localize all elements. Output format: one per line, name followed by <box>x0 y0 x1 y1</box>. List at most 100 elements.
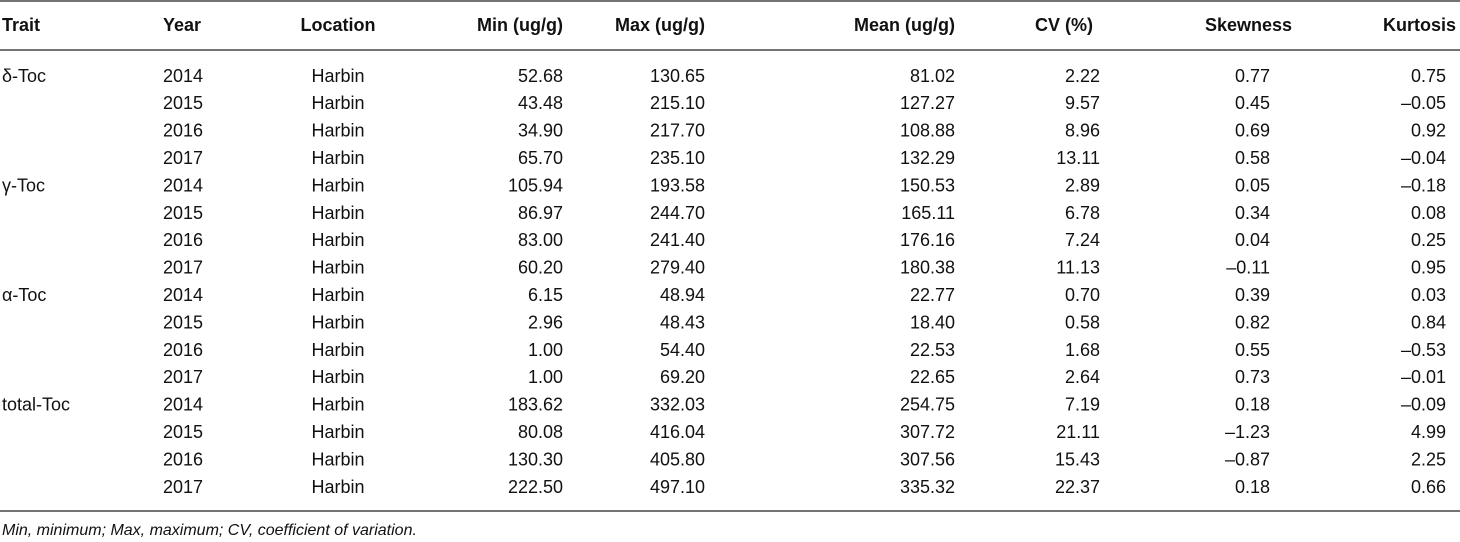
cell: 43.48 <box>518 93 563 113</box>
cell: 335.32 <box>900 477 955 497</box>
header-cell: Min (ug/g) <box>477 15 563 35</box>
cell: 150.53 <box>900 175 955 195</box>
header-cell: Year <box>163 15 201 35</box>
cell: 2017 <box>163 477 203 497</box>
cell: 108.88 <box>900 121 955 141</box>
cell: Harbin <box>311 121 364 141</box>
cell: Harbin <box>311 66 364 86</box>
cell: 60.20 <box>518 258 563 278</box>
cell: 307.72 <box>900 422 955 442</box>
cell: 0.77 <box>1235 66 1270 86</box>
cell: Harbin <box>311 395 364 415</box>
cell: 81.02 <box>910 66 955 86</box>
cell: 0.08 <box>1411 203 1446 223</box>
cell: 22.37 <box>1055 477 1100 497</box>
cell: 83.00 <box>518 230 563 250</box>
cell: 48.43 <box>660 312 705 332</box>
cell: 9.57 <box>1065 93 1100 113</box>
cell: 2015 <box>163 422 203 442</box>
cell: 0.73 <box>1235 367 1270 387</box>
cell: 0.58 <box>1235 148 1270 168</box>
cell: 2016 <box>163 121 203 141</box>
cell: 0.92 <box>1411 121 1446 141</box>
cell: Harbin <box>311 258 364 278</box>
cell: 0.95 <box>1411 258 1446 278</box>
cell: Harbin <box>311 340 364 360</box>
header-cell: CV (%) <box>1035 15 1093 35</box>
cell: 183.62 <box>508 395 563 415</box>
cell: 2.25 <box>1411 449 1446 469</box>
cell: 18.40 <box>910 312 955 332</box>
cell: 241.40 <box>650 230 705 250</box>
cell: 48.94 <box>660 285 705 305</box>
cell: 215.10 <box>650 93 705 113</box>
cell: 0.70 <box>1065 285 1100 305</box>
cell: 254.75 <box>900 395 955 415</box>
cell: 2015 <box>163 93 203 113</box>
cell: 130.65 <box>650 66 705 86</box>
cell: 0.25 <box>1411 230 1446 250</box>
cell: 7.24 <box>1065 230 1100 250</box>
cell: –0.53 <box>1401 340 1446 360</box>
cell: –0.05 <box>1401 93 1446 113</box>
cell: 4.99 <box>1411 422 1446 442</box>
cell: 2015 <box>163 203 203 223</box>
cell: 6.15 <box>528 285 563 305</box>
cell: 13.11 <box>1056 148 1100 168</box>
cell: 0.66 <box>1411 477 1446 497</box>
cell: 193.58 <box>650 175 705 195</box>
cell: Harbin <box>311 93 364 113</box>
cell: 11.13 <box>1056 258 1100 278</box>
header-cell: Kurtosis <box>1383 15 1456 35</box>
cell: 2015 <box>163 312 203 332</box>
cell: 2016 <box>163 449 203 469</box>
cell: –0.01 <box>1401 367 1446 387</box>
cell: 0.69 <box>1235 121 1270 141</box>
cell: 165.11 <box>901 203 955 223</box>
cell: 2.89 <box>1065 175 1100 195</box>
cell: 307.56 <box>900 449 955 469</box>
cell: 0.75 <box>1411 66 1446 86</box>
cell: 2014 <box>163 66 203 86</box>
cell: 1.00 <box>528 340 563 360</box>
cell: Harbin <box>311 230 364 250</box>
cell: Harbin <box>311 422 364 442</box>
cell: 235.10 <box>650 148 705 168</box>
cell: 21.11 <box>1056 422 1100 442</box>
cell: –1.23 <box>1225 422 1270 442</box>
cell: 222.50 <box>508 477 563 497</box>
trait-cell: α-Toc <box>2 285 46 305</box>
cell: 2014 <box>163 285 203 305</box>
trait-cell: δ-Toc <box>2 66 46 86</box>
footnote: Min, minimum; Max, maximum; CV, coeffici… <box>2 522 417 539</box>
cell: 0.18 <box>1235 477 1270 497</box>
cell: 2.64 <box>1065 367 1100 387</box>
cell: 105.94 <box>508 175 563 195</box>
cell: 1.68 <box>1065 340 1100 360</box>
cell: 0.05 <box>1235 175 1270 195</box>
cell: 34.90 <box>518 121 563 141</box>
cell: 6.78 <box>1065 203 1100 223</box>
header-cell: Mean (ug/g) <box>854 15 955 35</box>
cell: 8.96 <box>1065 121 1100 141</box>
cell: Harbin <box>311 203 364 223</box>
cell: 2.22 <box>1065 66 1100 86</box>
cell: 0.55 <box>1235 340 1270 360</box>
cell: 0.45 <box>1235 93 1270 113</box>
cell: Harbin <box>311 367 364 387</box>
cell: 2014 <box>163 395 203 415</box>
cell: 86.97 <box>518 203 563 223</box>
trait-cell: total-Toc <box>2 395 70 415</box>
cell: 0.04 <box>1235 230 1270 250</box>
cell: –0.11 <box>1226 258 1270 278</box>
cell: 176.16 <box>900 230 955 250</box>
cell: 244.70 <box>650 203 705 223</box>
cell: 332.03 <box>650 395 705 415</box>
cell: 2017 <box>163 367 203 387</box>
cell: Harbin <box>311 312 364 332</box>
cell: 1.00 <box>528 367 563 387</box>
cell: 2017 <box>163 258 203 278</box>
cell: Harbin <box>311 285 364 305</box>
cell: 0.84 <box>1411 312 1446 332</box>
